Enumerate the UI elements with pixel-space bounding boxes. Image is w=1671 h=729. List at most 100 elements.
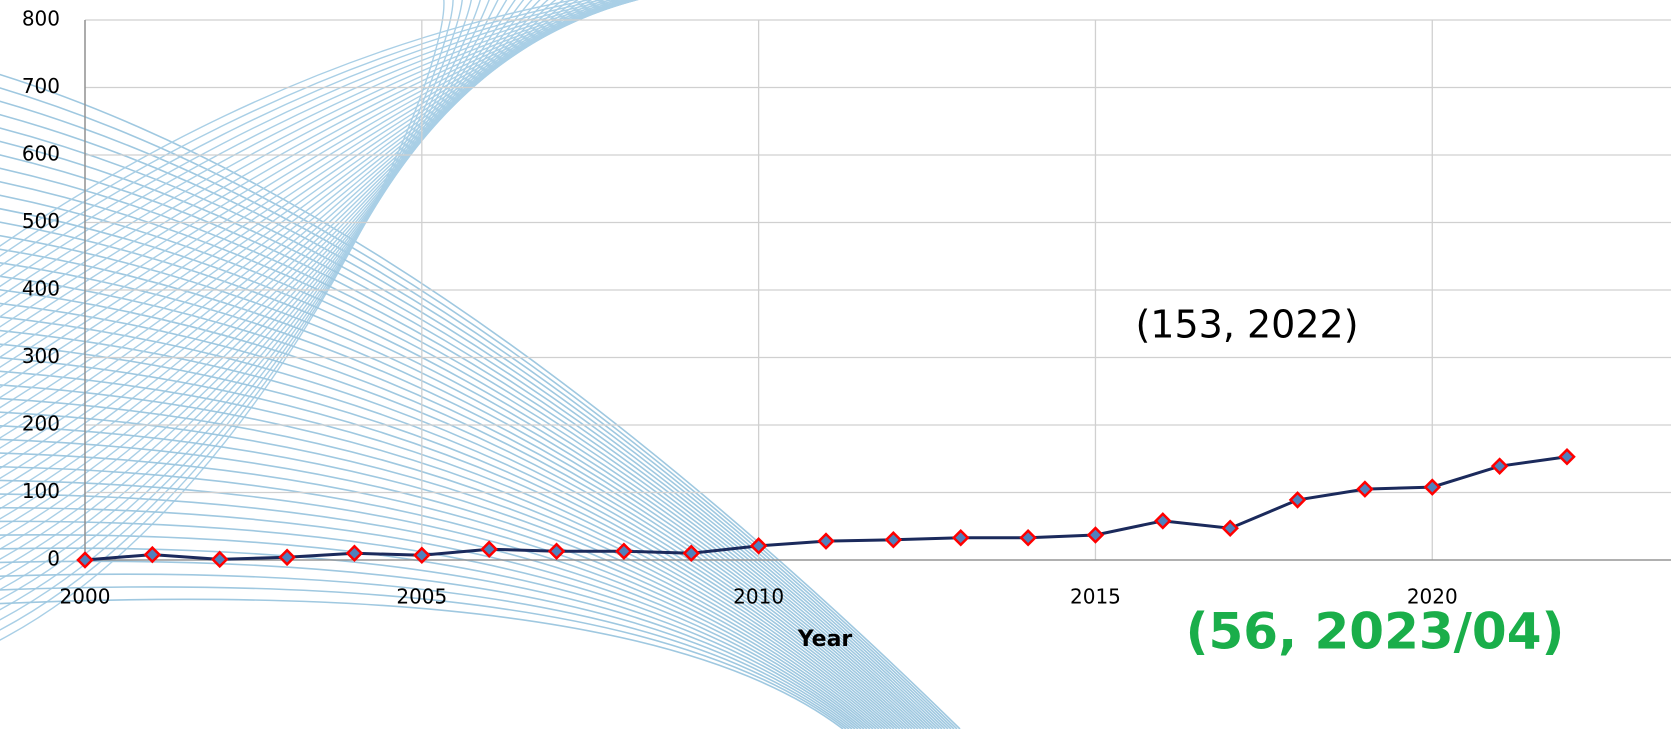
deco-curve [0,0,623,288]
deco-curve [0,384,892,729]
marker [682,544,701,563]
deco-curve [0,0,541,530]
deco-curve [0,0,454,631]
deco-curve [0,154,943,729]
deco-curve [0,302,910,729]
x-tick-label: 2010 [733,585,784,609]
marker [1221,519,1239,538]
deco-curve [0,87,958,729]
deco-curve [0,0,490,591]
deco-curve [0,167,940,729]
deco-curve [0,0,579,480]
deco-curve [0,194,934,729]
deco-curve [0,0,615,278]
marker [951,528,970,547]
marker [749,537,768,555]
deco-curve [0,411,886,729]
marker [1490,457,1509,475]
marker [884,530,903,549]
y-tick-label: 700 [22,74,60,98]
deco-curve [0,0,639,328]
deco-curve [0,370,895,729]
deco-curve [0,598,844,729]
deco-curve [0,0,639,348]
marker [1154,512,1172,530]
deco-curve [0,0,516,560]
marker [547,542,566,560]
deco-curve [0,73,961,729]
deco-curve [0,0,586,469]
deco-curve [0,479,871,729]
marker [278,548,296,567]
deco-curve [0,465,874,729]
deco-curve [0,0,508,570]
deco-curve [0,397,889,729]
deco-curve [0,100,955,729]
deco-curve [0,343,901,729]
deco-curve [0,221,928,729]
deco-curve [0,0,626,399]
deco-curve [0,534,859,729]
deco-curve [0,113,952,729]
deco-curve [0,181,937,729]
deco-curve [0,0,637,318]
marker [1558,447,1576,466]
deco-curve [0,520,862,729]
marker [345,544,364,563]
marker [1288,491,1307,509]
deco-curve [0,0,533,540]
deco-curve [0,0,611,429]
deco-curve [0,0,572,490]
deco-curve [0,329,904,729]
deco-curve [0,208,931,729]
marker [76,551,94,569]
y-tick-label: 800 [22,7,60,31]
deco-curve [0,586,847,729]
deco-curve [0,547,856,729]
deco-curve [0,0,617,419]
deco-curve [0,0,578,247]
deco-curve [0,316,907,729]
deco-curve [0,235,925,729]
deco-curve [0,262,919,729]
deco-curve [0,0,606,439]
deco-curve [0,0,636,369]
marker [1356,480,1374,498]
annotation: (153, 2022) [1135,303,1358,347]
deco-curve [0,0,557,510]
marker [480,540,498,558]
marker [1019,528,1037,547]
x-tick-label: 2015 [1070,585,1121,609]
deco-curve [0,0,549,520]
deco-curve [0,0,605,268]
annotation: (56, 2023/04) [1186,603,1565,661]
marker [817,532,835,550]
deco-curve [0,0,630,389]
deco-curve [0,0,640,338]
deco-curve [0,452,877,729]
x-tick-label: 2005 [396,585,447,609]
deco-curve [0,356,898,729]
marker [143,545,162,564]
deco-curve [0,0,565,500]
x-tick-label: 2000 [60,585,111,609]
deco-curve [0,438,880,729]
marker [615,542,633,560]
marker [1086,526,1105,544]
deco-curve [0,275,916,729]
y-tick-label: 300 [22,344,60,368]
deco-curve [0,573,850,729]
y-tick-label: 0 [47,547,60,571]
deco-curve [0,0,622,409]
marker [210,550,229,569]
marker [1423,478,1442,496]
deco-curve [0,140,946,729]
x-axis-label: Year [797,627,853,652]
deco-curve [0,0,634,308]
y-tick-label: 600 [22,142,60,166]
x-tick-label: 2020 [1407,585,1458,609]
deco-curve [0,0,593,459]
deco-curve [0,506,865,729]
background-pattern [0,0,961,729]
